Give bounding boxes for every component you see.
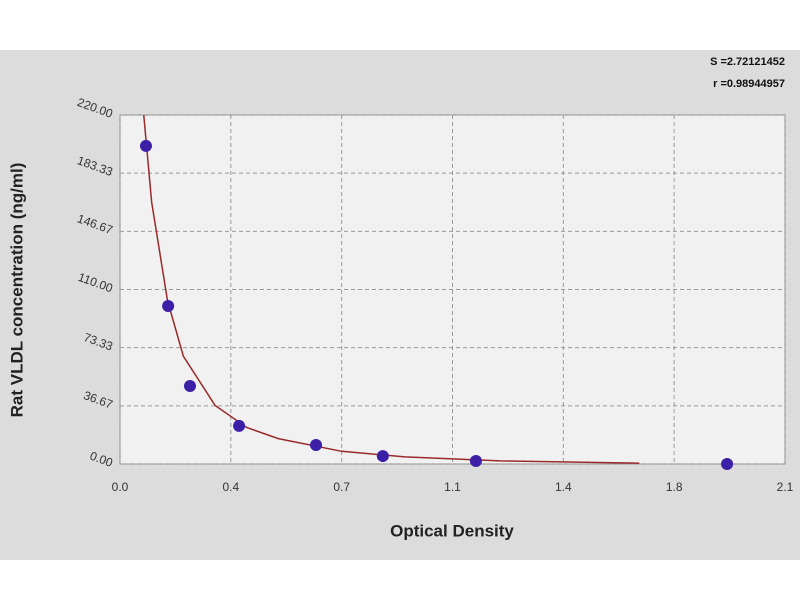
data-point [721, 458, 734, 470]
data-point [139, 139, 152, 152]
data-point [162, 299, 175, 312]
annotation: r =0.98944957 [713, 78, 785, 90]
y-axis-title: Rat VLDL concentration (ng/ml) [7, 163, 26, 418]
fit-curve [143, 114, 640, 464]
data-point [469, 454, 482, 467]
x-tick-label: 0.4 [222, 480, 239, 494]
data-point [233, 419, 246, 432]
data-point [310, 438, 323, 451]
annotation: S =2.72121452 [710, 56, 785, 68]
x-tick-label: 1.1 [444, 480, 461, 494]
x-tick-label: 1.8 [666, 480, 683, 494]
x-tick-label: 2.1 [777, 480, 794, 494]
x-tick-label: 0.7 [333, 480, 350, 494]
x-axis-title: Optical Density [390, 521, 514, 540]
x-tick-label: 1.4 [555, 480, 572, 494]
data-point [376, 450, 389, 463]
data-point [183, 379, 196, 392]
x-tick-label: 0.0 [112, 480, 129, 494]
